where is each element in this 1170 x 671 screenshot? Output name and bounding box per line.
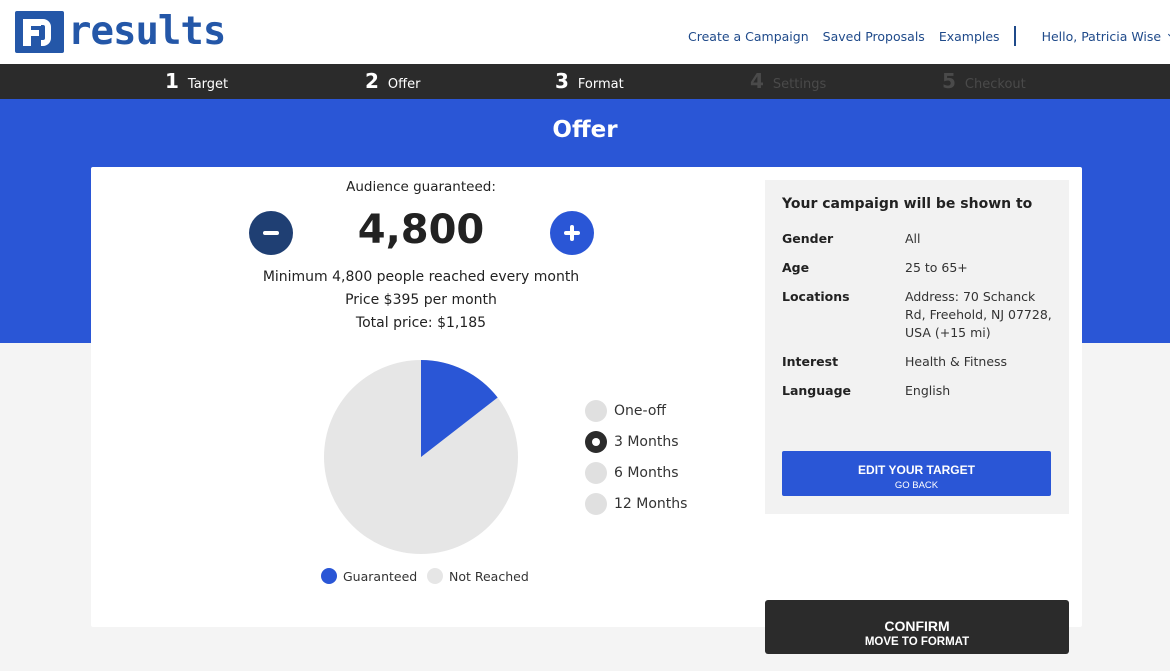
audience-value: 4,800 (357, 207, 485, 253)
duration-option-3-months[interactable]: 3 Months (585, 431, 679, 453)
legend-dot-not-reached (427, 568, 443, 584)
legend-not-reached: Not Reached (427, 568, 529, 584)
target-value-language: English (905, 383, 951, 398)
nav-create-campaign[interactable]: Create a Campaign (688, 28, 809, 44)
step-label: Offer (387, 77, 421, 92)
total-price-text: Total price: $1,185 (355, 315, 487, 331)
radio-button[interactable] (585, 462, 607, 484)
step-label: Target (187, 77, 229, 92)
step-settings: 4 Settings (750, 69, 826, 93)
duration-label: One-off (614, 403, 667, 419)
step-label: Checkout (964, 77, 1026, 92)
step-label: Settings (772, 77, 827, 92)
target-summary-panel: Your campaign will be shown to Gender Al… (765, 180, 1069, 514)
wizard-steps: 1 Target 2 Offer 3 Format 4 Settings 5 C… (0, 64, 1170, 99)
edit-target-button[interactable]: EDIT YOUR TARGET GO BACK (782, 451, 1051, 496)
target-key-gender: Gender (782, 231, 834, 246)
duration-label: 3 Months (614, 434, 679, 450)
target-key-interest: Interest (782, 354, 839, 369)
top-nav: Create a Campaign Saved Proposals Exampl… (688, 26, 1170, 46)
confirm-button[interactable]: CONFIRM MOVE TO FORMAT (765, 600, 1069, 654)
radio-button[interactable] (585, 400, 607, 422)
target-value-age: 25 to 65+ (905, 260, 968, 275)
step-number: 5 (942, 69, 956, 93)
logo-text: results (68, 9, 226, 54)
radio-button[interactable] (585, 493, 607, 515)
target-value-gender: All (905, 231, 921, 246)
step-number: 3 (555, 69, 569, 93)
target-value-interest: Health & Fitness (905, 354, 1008, 369)
duration-label: 6 Months (614, 465, 679, 481)
logo[interactable]: results (15, 9, 226, 54)
panel-title: Your campaign will be shown to (782, 196, 1033, 212)
user-greeting: Hello, Patricia Wise (1041, 28, 1162, 44)
user-menu[interactable]: Hello, Patricia Wise (1042, 29, 1170, 44)
target-key-language: Language (782, 383, 852, 398)
edit-target-sublabel: GO BACK (894, 480, 939, 491)
page-title: Offer (552, 117, 618, 143)
duration-option-12-months[interactable]: 12 Months (585, 493, 687, 515)
step-label: Format (577, 77, 624, 92)
duration-option-one-off[interactable]: One-off (585, 400, 666, 422)
step-number: 4 (750, 69, 764, 93)
audience-pie-chart (324, 360, 518, 554)
decrease-audience-button[interactable] (249, 211, 293, 255)
audience-label: Audience guaranteed: (346, 179, 496, 195)
target-key-age: Age (782, 260, 810, 275)
confirm-label: CONFIRM (884, 617, 950, 634)
step-number: 2 (365, 69, 379, 93)
step-target[interactable]: 1 Target (165, 69, 228, 93)
step-number: 1 (165, 69, 179, 93)
legend-guaranteed: Guaranteed (321, 568, 417, 584)
legend-label: Guaranteed (343, 568, 418, 584)
radio-button[interactable] (585, 431, 607, 453)
legend-label: Not Reached (449, 568, 529, 584)
price-text: Price $395 per month (345, 292, 497, 308)
step-offer[interactable]: 2 Offer (365, 69, 420, 93)
nav-saved-proposals[interactable]: Saved Proposals (822, 28, 925, 44)
target-value-locations: Address: 70 Schanck Rd, Freehold, NJ 077… (905, 289, 1052, 340)
confirm-sublabel: MOVE TO FORMAT (864, 635, 970, 648)
logo-mark-icon (15, 11, 64, 53)
duration-option-6-months[interactable]: 6 Months (585, 462, 679, 484)
minimum-reach-text: Minimum 4,800 people reached every month (262, 269, 580, 285)
increase-audience-button[interactable] (550, 211, 594, 255)
pie-slice-guaranteed (421, 360, 498, 457)
nav-examples[interactable]: Examples (938, 28, 1000, 44)
legend-dot-guaranteed (321, 568, 337, 584)
duration-label: 12 Months (614, 496, 688, 512)
step-checkout: 5 Checkout (942, 69, 1026, 93)
edit-target-label: EDIT YOUR TARGET (858, 463, 975, 477)
target-key-locations: Locations (782, 289, 850, 304)
step-format[interactable]: 3 Format (555, 69, 624, 93)
nav-divider (1013, 26, 1016, 46)
minus-icon (263, 231, 279, 235)
top-header: results Create a Campaign Saved Proposal… (0, 0, 1170, 64)
